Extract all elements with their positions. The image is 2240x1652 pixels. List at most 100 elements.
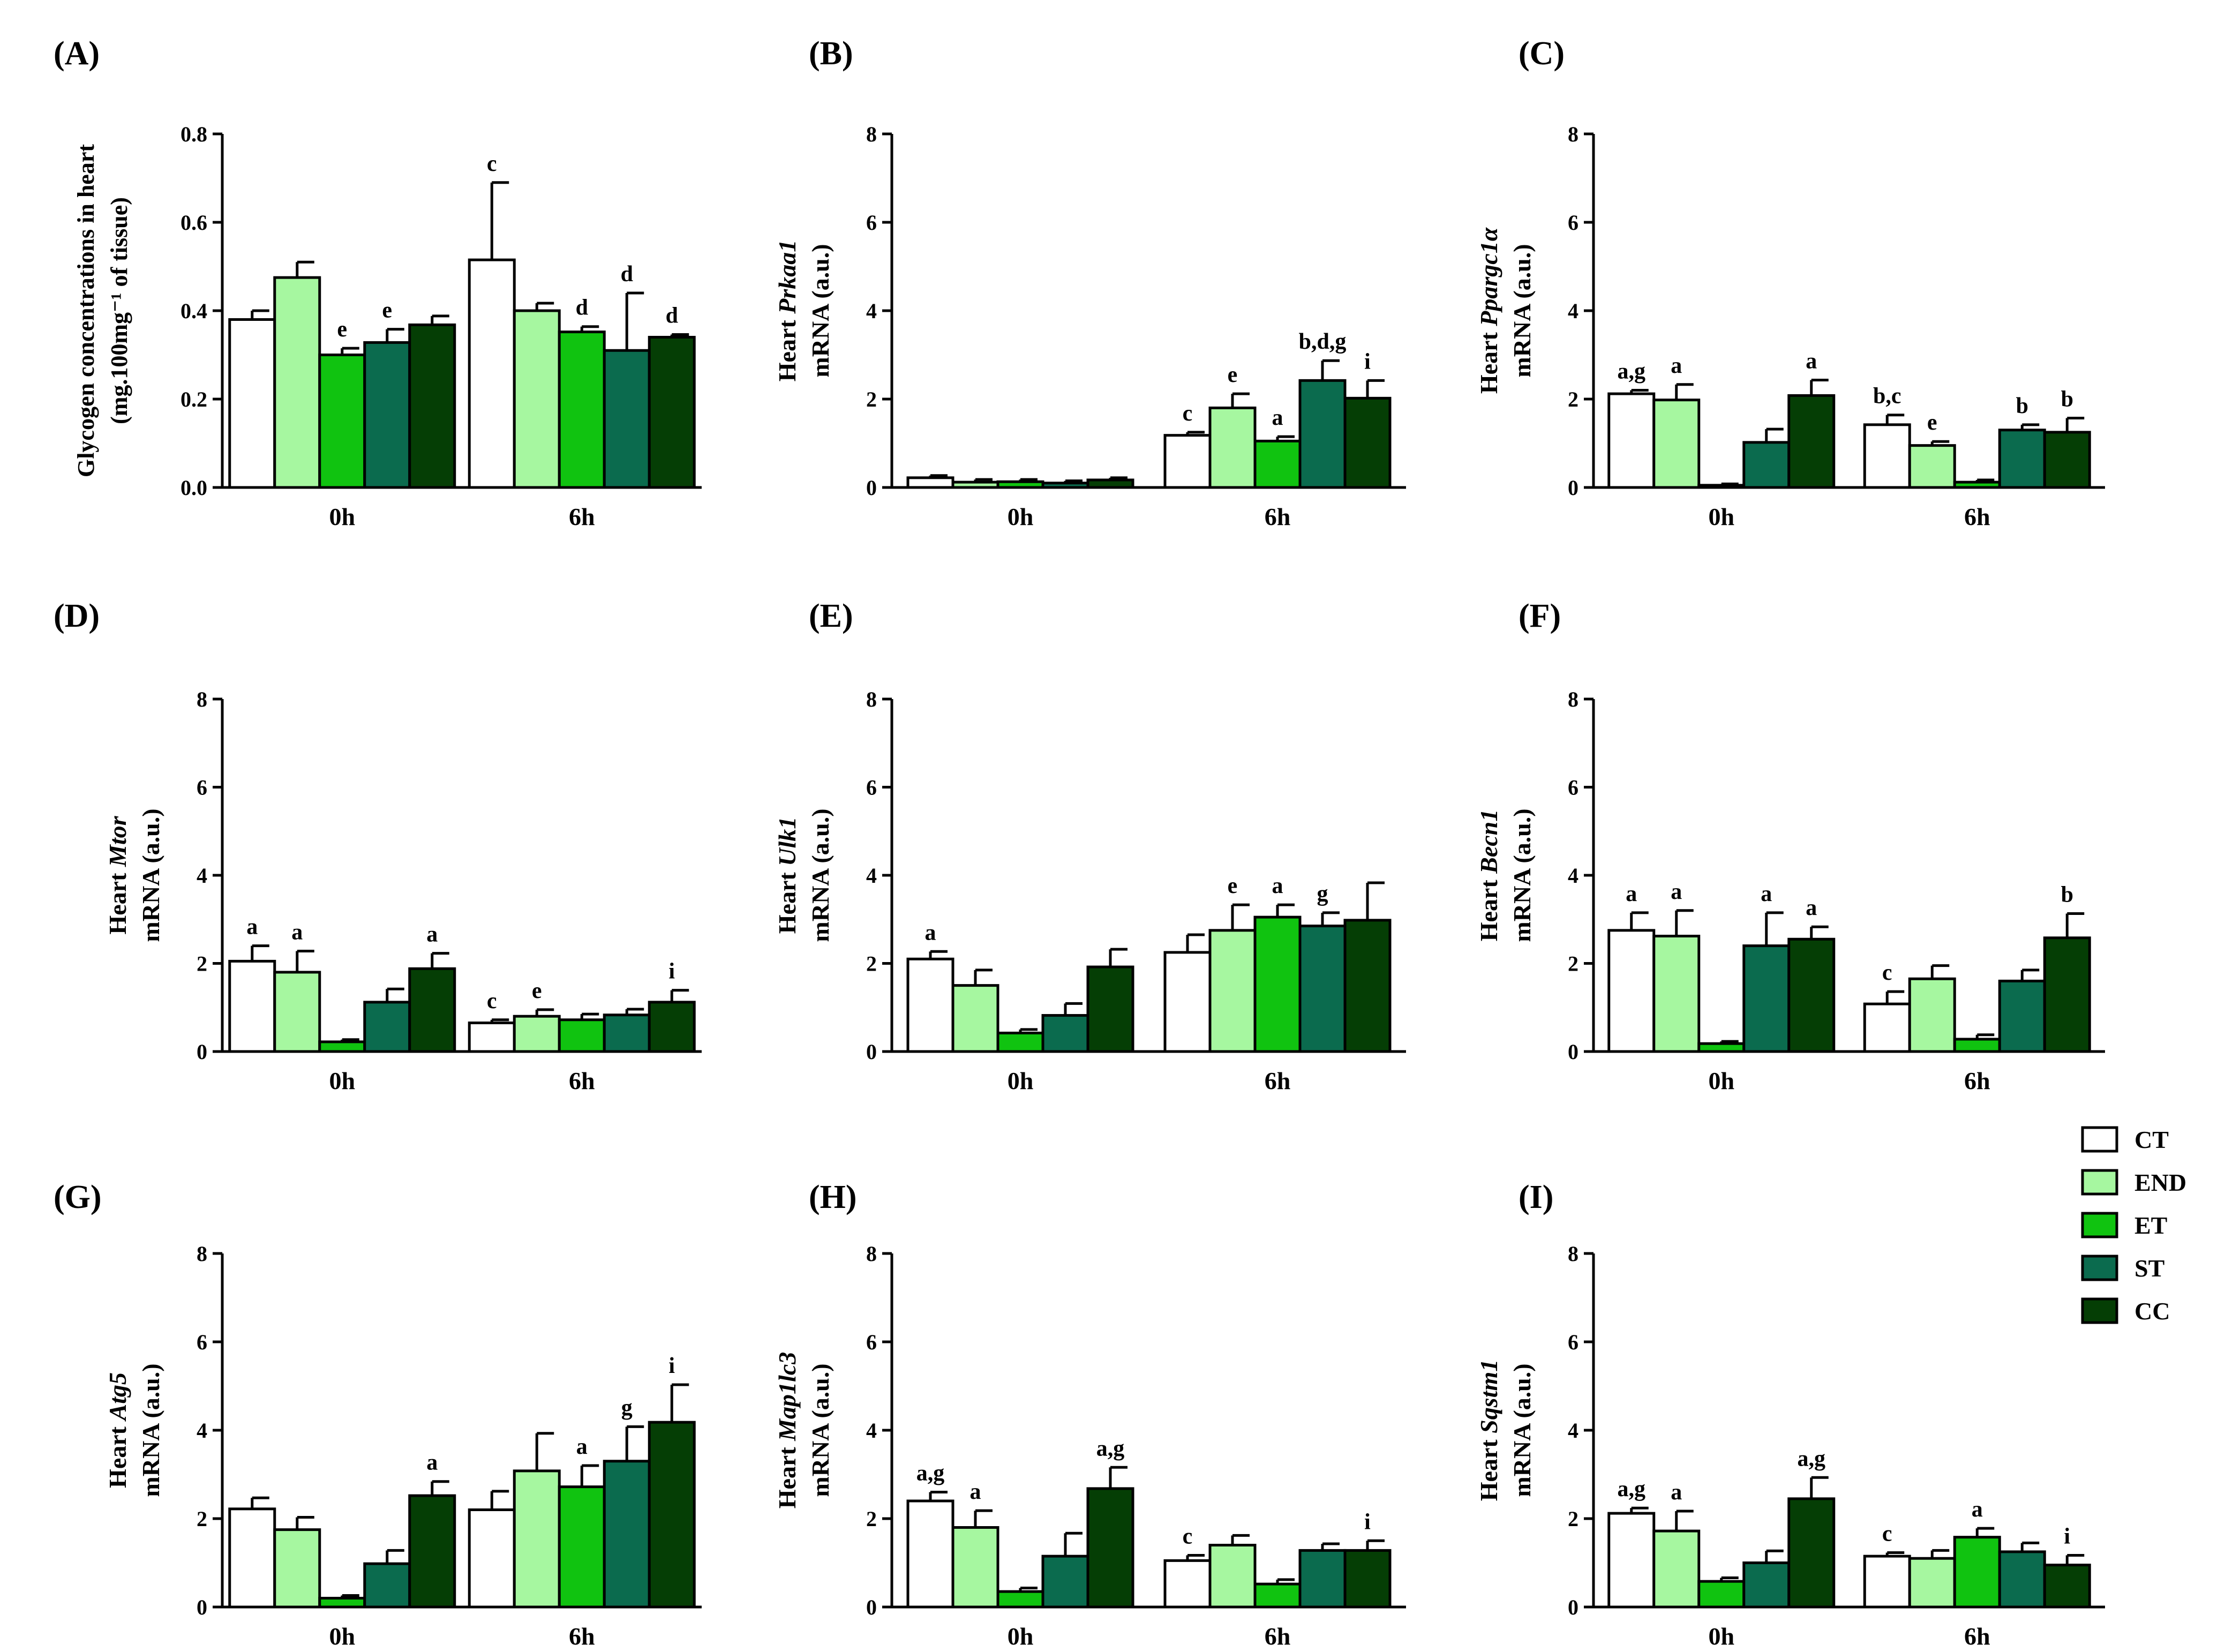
bar-cc-0h	[408, 967, 456, 1053]
bar-end-0h	[951, 1526, 999, 1609]
bar-st-6h	[1298, 1549, 1347, 1609]
chart-panel-a: (A) 0.0 0.2 0.4 0.6 0.8 Glycogen concentration…	[54, 35, 702, 530]
bar-cc-6h	[2043, 431, 2091, 489]
y-tick-label: 4	[1568, 1418, 1578, 1443]
legend-item-cc: CC	[2081, 1297, 2170, 1325]
bar-cc-6h	[648, 1001, 696, 1053]
legend-item-et: ET	[2081, 1212, 2167, 1239]
bar-et-6h	[558, 331, 606, 489]
bar-et-0h	[1697, 484, 1746, 489]
significance-letter: i	[1364, 1510, 1371, 1534]
y-tick-label: 8	[866, 687, 877, 711]
y-tick-label: 0	[197, 1595, 207, 1619]
panel-label: (I)	[1519, 1179, 1553, 1215]
bar-cc-6h	[1343, 396, 1392, 489]
bar-ct-0h	[906, 957, 954, 1053]
panel-label: (E)	[809, 598, 853, 634]
legend-item-st: ST	[2081, 1255, 2164, 1282]
x-tick-label: 6h	[1265, 1067, 1291, 1094]
legend-label: CC	[2134, 1297, 2170, 1325]
y-axis-label-unit: mRNA (a.u.)	[1508, 1363, 1536, 1497]
panel-label: (F)	[1519, 598, 1561, 634]
bar-end-6h	[513, 1015, 561, 1053]
chart-panel-i: (I) 0 2 4 6 8 Heart Sqstm1 mRNA (a.u.) a,g a a,g 0h…	[1475, 1179, 2105, 1650]
x-tick-label: 0h	[329, 1067, 355, 1094]
x-tick-label: 0h	[1008, 1067, 1034, 1094]
bar-end-6h	[513, 309, 561, 489]
significance-letter: e	[1228, 874, 1238, 898]
y-axis-label-unit: mRNA (a.u.)	[1508, 244, 1536, 377]
bar-end-0h	[273, 276, 321, 489]
y-tick-label: 2	[866, 952, 877, 976]
significance-letter: a	[1671, 1480, 1682, 1505]
bar-cc-6h	[2043, 1564, 2091, 1609]
bar-et-6h	[1253, 915, 1302, 1053]
bar-et-6h	[1953, 1536, 2001, 1609]
bar-ct-6h	[1163, 951, 1212, 1053]
significance-letter: a	[1671, 354, 1682, 378]
bar-end-6h	[1208, 407, 1257, 489]
y-tick-label: 8	[866, 122, 877, 146]
y-tick-label: 6	[1568, 1330, 1578, 1354]
y-tick-label: 6	[197, 1330, 207, 1354]
chart-panel-c: (C) 0 2 4 6 8 Heart Ppargc1α mRNA (a.u.) a,g a a 0h…	[1475, 35, 2105, 530]
bar-st-6h	[603, 1013, 651, 1053]
significance-letter: d	[576, 296, 588, 320]
bar-ct-6h	[1863, 1555, 1911, 1609]
significance-letter: b	[2061, 883, 2073, 907]
legend-item-ct: CT	[2081, 1126, 2169, 1153]
y-tick-label: 2	[866, 387, 877, 411]
bar-st-0h	[1041, 1014, 1089, 1053]
y-axis-label-unit: mRNA (a.u.)	[137, 808, 164, 942]
bar-st-0h	[363, 1562, 411, 1609]
significance-letter: i	[668, 1354, 675, 1378]
y-tick-label: 0	[866, 1595, 877, 1619]
significance-letter: a,g	[1618, 359, 1646, 384]
bar-ct-6h	[1863, 423, 1911, 489]
significance-letter: a	[426, 1451, 438, 1475]
y-tick-label: 6	[1568, 211, 1578, 235]
bar-cc-6h	[1343, 919, 1392, 1053]
y-tick-label: 2	[1568, 952, 1578, 976]
x-tick-label: 0h	[1708, 1623, 1734, 1650]
bar-ct-0h	[906, 476, 954, 489]
panel-label: (C)	[1519, 35, 1565, 72]
y-tick-label: 6	[197, 776, 207, 800]
y-axis-label: Heart Mtor	[104, 815, 131, 934]
bar-ct-0h	[906, 1499, 954, 1609]
y-tick-label: 0	[197, 1040, 207, 1064]
legend-swatch	[2081, 1169, 2118, 1196]
bar-st-0h	[363, 1001, 411, 1053]
significance-letter: b,c	[1873, 384, 1901, 409]
legend-label: ST	[2134, 1255, 2164, 1282]
y-tick-label: 8	[1568, 1242, 1578, 1266]
bar-cc-0h	[1086, 965, 1134, 1053]
y-axis-label-unit: mRNA (a.u.)	[807, 808, 834, 942]
bar-ct-6h	[468, 1508, 516, 1609]
x-tick-label: 0h	[329, 503, 355, 530]
bar-end-6h	[513, 1469, 561, 1609]
x-tick-label: 6h	[1265, 503, 1291, 530]
legend-swatch	[2081, 1126, 2118, 1153]
bar-end-0h	[951, 480, 999, 489]
y-tick-label: 2	[866, 1507, 877, 1531]
bar-cc-6h	[1343, 1549, 1392, 1609]
y-axis-label-unit: mRNA (a.u.)	[807, 1363, 834, 1497]
bar-st-0h	[1742, 944, 1791, 1053]
bar-ct-0h	[228, 959, 276, 1053]
bar-st-6h	[603, 1460, 651, 1609]
bar-end-0h	[273, 971, 321, 1053]
y-tick-label: 0.8	[181, 122, 207, 146]
significance-letter: a,g	[1618, 1477, 1646, 1501]
significance-letter: a	[1806, 349, 1817, 374]
legend-swatch	[2081, 1297, 2118, 1324]
bar-ct-6h	[468, 1022, 516, 1053]
bar-st-6h	[1998, 1550, 2046, 1609]
significance-letter: c	[1183, 401, 1193, 426]
y-axis-label: Heart Map1lc3	[773, 1352, 801, 1509]
y-tick-label: 0	[1568, 476, 1578, 500]
significance-letter: e	[337, 317, 347, 342]
bar-et-0h	[318, 1597, 366, 1609]
significance-letter: a	[291, 920, 303, 944]
